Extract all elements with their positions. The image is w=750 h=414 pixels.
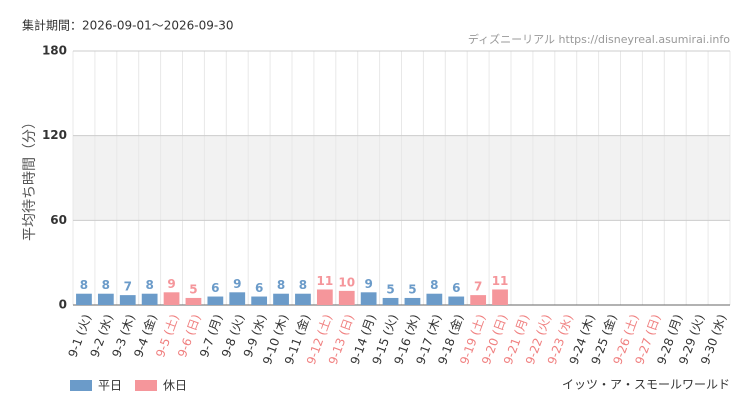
legend-label: 休日 xyxy=(163,379,187,393)
y-tick-label: 60 xyxy=(50,213,67,227)
bar xyxy=(229,292,246,305)
value-label: 8 xyxy=(80,278,88,292)
y-axis-label: 平均待ち時間（分） xyxy=(22,115,38,241)
bar xyxy=(316,289,333,305)
bar xyxy=(207,296,224,305)
value-label: 10 xyxy=(338,275,355,289)
bar xyxy=(360,292,377,305)
value-label: 7 xyxy=(124,280,132,294)
bar xyxy=(382,297,399,305)
value-label: 8 xyxy=(430,278,438,292)
period: 集計期間：2026-09-01～2026-09-30 xyxy=(22,18,233,33)
value-label: 9 xyxy=(167,277,175,291)
value-label: 8 xyxy=(145,278,153,292)
bar xyxy=(338,290,355,305)
value-label: 5 xyxy=(408,282,416,296)
bar xyxy=(404,297,421,305)
bar xyxy=(448,296,465,305)
bar xyxy=(470,295,487,305)
value-label: 8 xyxy=(299,278,307,292)
value-label: 5 xyxy=(386,282,394,296)
legend-swatch xyxy=(70,380,92,391)
bar xyxy=(119,295,136,305)
bar xyxy=(141,293,158,305)
value-label: 6 xyxy=(255,281,263,295)
value-label: 6 xyxy=(452,281,460,295)
value-label: 7 xyxy=(474,280,482,294)
bar xyxy=(97,293,114,305)
bar xyxy=(76,293,92,305)
bar xyxy=(273,293,289,305)
attraction: イッツ・ア・スモールワールド xyxy=(562,378,730,392)
value-label: 8 xyxy=(277,278,285,292)
legend-swatch xyxy=(135,380,157,391)
value-label: 6 xyxy=(211,281,219,295)
source: ディズニーリアル https://disneyreal.asumirai.inf… xyxy=(468,32,730,46)
value-label: 11 xyxy=(492,274,509,288)
bar xyxy=(295,293,311,305)
value-label: 11 xyxy=(316,274,333,288)
y-tick-label: 180 xyxy=(42,44,67,58)
bar xyxy=(492,289,508,305)
bar xyxy=(185,297,202,305)
value-label: 9 xyxy=(364,277,372,291)
bar xyxy=(163,292,180,305)
value-label: 8 xyxy=(102,278,110,292)
y-tick-label: 0 xyxy=(59,298,67,312)
bar xyxy=(251,296,268,305)
value-label: 9 xyxy=(233,277,241,291)
bar xyxy=(426,293,443,305)
value-label: 5 xyxy=(189,282,197,296)
y-tick-label: 120 xyxy=(42,128,67,142)
legend-label: 平日 xyxy=(98,379,122,393)
